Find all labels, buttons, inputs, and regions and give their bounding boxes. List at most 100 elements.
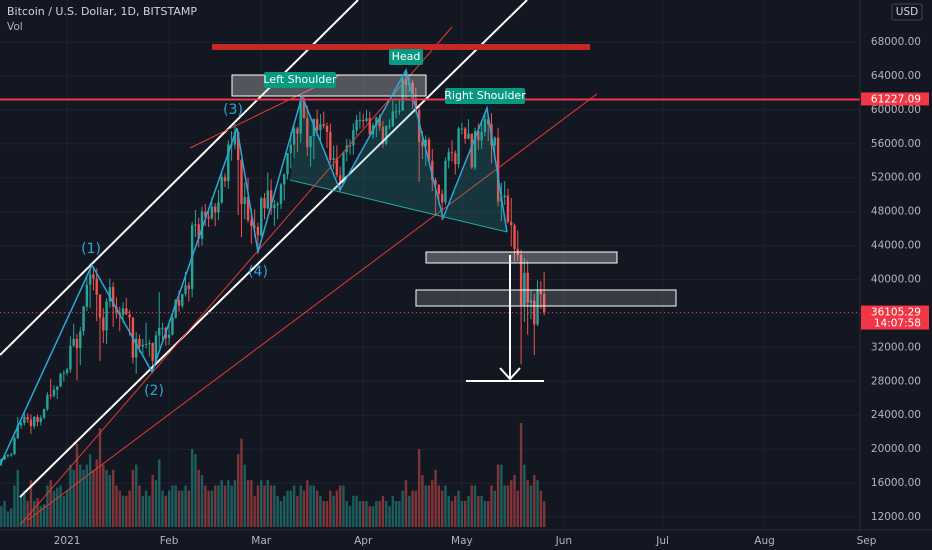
volume-bar <box>266 480 269 527</box>
candle-body <box>144 343 148 345</box>
candle-body <box>463 128 467 139</box>
volume-bar <box>3 501 6 527</box>
y-tick-label: 44000.00 <box>871 240 921 252</box>
volume-bar <box>210 490 214 527</box>
y-tick-label: 12000.00 <box>871 511 921 523</box>
volume-bar <box>322 501 325 527</box>
candle-body <box>529 300 533 303</box>
candle-body <box>358 120 362 122</box>
candle-body <box>487 119 490 125</box>
candle-body <box>82 306 85 332</box>
candle-body <box>46 394 49 410</box>
volume-bar <box>52 490 56 527</box>
candle-body <box>72 338 75 346</box>
volume-bar <box>460 501 464 527</box>
volume-bar <box>121 495 125 527</box>
candle-body <box>105 301 108 331</box>
annotation-box <box>445 88 525 104</box>
annotation: Head <box>392 50 421 63</box>
candle-body <box>269 190 273 209</box>
candle-body <box>177 299 181 306</box>
price-label: 36105.29 <box>871 307 921 319</box>
y-tick-label: 40000.00 <box>871 274 921 286</box>
volume-bar <box>463 501 467 527</box>
volume-bar <box>19 495 23 527</box>
candle-body <box>365 118 368 121</box>
candle-body <box>322 124 325 126</box>
volume-bar <box>26 501 29 527</box>
volume-bar <box>138 485 141 527</box>
candle-body <box>286 153 289 175</box>
candle-body <box>440 193 444 203</box>
candle-body <box>450 152 454 154</box>
candle-body <box>375 117 378 126</box>
zone <box>425 251 618 264</box>
candle-body <box>513 225 516 249</box>
candle-body <box>319 124 322 131</box>
volume-bar <box>197 469 200 527</box>
volume-bar <box>516 490 520 527</box>
candle-body <box>306 118 309 148</box>
volume-bar <box>273 485 276 527</box>
y-tick-label: 64000.00 <box>871 70 921 82</box>
candle-body <box>276 204 279 206</box>
volume-bar <box>283 495 286 527</box>
candle-body <box>467 133 470 139</box>
volume-bar <box>29 480 33 527</box>
wave-label: (4) <box>248 264 268 280</box>
volume-bar <box>493 490 496 527</box>
volume-bar <box>213 485 217 527</box>
volume-bar <box>230 485 233 527</box>
y-tick-label: 56000.00 <box>871 138 921 150</box>
volume-bar <box>355 495 358 527</box>
candle-body <box>227 144 230 182</box>
volume-bar <box>217 485 220 527</box>
candle-body <box>213 206 217 213</box>
volume-bar <box>506 485 510 527</box>
candle-body <box>444 160 447 203</box>
candle-body <box>59 373 62 387</box>
volume-bar <box>131 469 135 527</box>
candle-body <box>536 289 539 325</box>
resistance-band <box>212 44 590 50</box>
volume-bar <box>325 501 329 527</box>
volume-bar <box>181 490 184 527</box>
volume-bar <box>200 475 204 527</box>
candle-body <box>542 293 546 313</box>
volume-bar <box>319 495 322 527</box>
volume-bar <box>500 464 503 527</box>
currency[interactable]: USD <box>896 6 918 18</box>
volume-bar <box>151 475 154 527</box>
annotation-box <box>264 72 336 88</box>
volume-bar <box>483 501 487 527</box>
volume-bar <box>194 454 197 527</box>
candle-body <box>154 335 158 361</box>
candle-body <box>417 109 421 143</box>
currency-button[interactable] <box>891 3 923 21</box>
candle-body <box>128 314 131 318</box>
zone <box>415 289 677 307</box>
candle-body <box>260 198 263 236</box>
candle-body <box>460 128 464 130</box>
volume-bar <box>246 480 250 527</box>
candle-body <box>161 327 164 329</box>
price-label: 61227.09 <box>871 93 921 105</box>
candle-body <box>388 125 391 127</box>
candle-body <box>148 343 151 345</box>
candle-body <box>181 293 184 306</box>
volume-bar <box>513 475 516 527</box>
volume-bar <box>368 506 371 527</box>
candle-body <box>250 220 253 227</box>
candle-body <box>197 224 200 239</box>
volume-bar <box>6 511 10 527</box>
volume-bar <box>329 490 332 527</box>
candle-body <box>493 137 496 146</box>
y-tick-label: 28000.00 <box>871 375 921 387</box>
price-label-box <box>861 305 929 330</box>
volume-bar <box>358 501 362 527</box>
candle-body <box>204 211 207 217</box>
candle-body <box>470 133 473 168</box>
volume-bar <box>526 480 529 527</box>
volume-bar <box>16 469 19 527</box>
